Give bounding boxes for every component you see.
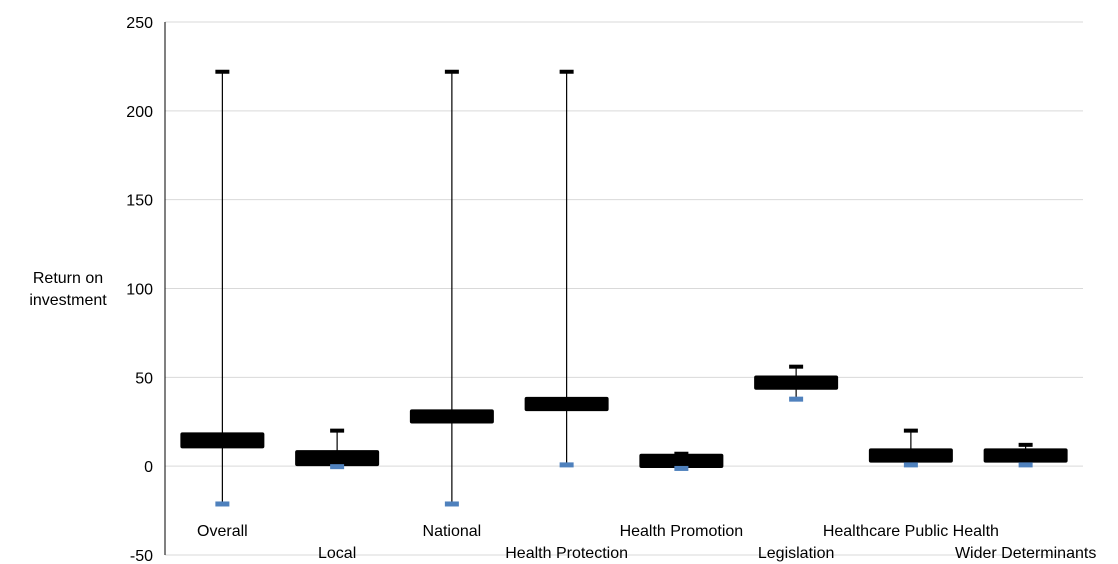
category-labels: Overall Local National Health Protection Hea… [197, 523, 1096, 562]
box-body [295, 450, 380, 467]
min-marker [215, 501, 230, 507]
category-label: National [423, 523, 482, 540]
category-label: Overall [197, 523, 248, 540]
y-axis-label-line-1: Return on [33, 270, 103, 287]
min-marker [674, 465, 689, 471]
box-series [180, 69, 1068, 507]
max-marker [789, 364, 804, 369]
box-body [180, 432, 265, 449]
min-marker [789, 396, 804, 402]
category-label: Healthcare Public Health [823, 523, 999, 540]
y-tick-label: 100 [126, 282, 153, 299]
min-marker [903, 462, 918, 468]
max-marker [674, 451, 689, 456]
category-label: Legislation [758, 545, 835, 562]
box-legislation [754, 364, 839, 402]
box-health-protection [524, 69, 609, 468]
category-label: Health Protection [505, 545, 628, 562]
y-tick-label: 150 [126, 193, 153, 210]
y-tick-label: 50 [135, 370, 153, 387]
y-tick-label: 250 [126, 15, 153, 32]
box-body [868, 448, 953, 463]
category-label: Health Promotion [620, 523, 744, 540]
max-marker [215, 69, 230, 74]
y-tick-label: -50 [130, 548, 153, 564]
max-marker [559, 69, 574, 74]
min-marker [330, 464, 345, 470]
min-marker [444, 501, 459, 507]
min-marker [1018, 462, 1033, 468]
box-body [409, 409, 494, 424]
gridlines [165, 21, 1083, 556]
max-marker [444, 69, 459, 74]
box-healthcare-public-health [868, 428, 953, 468]
box-body [983, 448, 1068, 463]
y-tick-labels: -50 0 50 100 150 200 250 [126, 15, 153, 564]
box-national [409, 69, 494, 507]
max-marker [330, 428, 345, 433]
box-health-promotion [639, 451, 724, 471]
max-marker [1018, 442, 1033, 447]
category-label: Wider Determinants [955, 545, 1096, 562]
min-marker [559, 462, 574, 468]
box-body [754, 375, 839, 390]
y-tick-label: 200 [126, 104, 153, 121]
y-axis-label-line-2: investment [29, 292, 107, 309]
y-tick-label: 0 [144, 459, 153, 476]
box-body [524, 396, 609, 412]
box-local [295, 428, 380, 470]
max-marker [903, 428, 918, 433]
box-overall [180, 69, 265, 507]
box-body [639, 453, 724, 468]
category-label: Local [318, 545, 356, 562]
box-wider-determinants [983, 442, 1068, 468]
